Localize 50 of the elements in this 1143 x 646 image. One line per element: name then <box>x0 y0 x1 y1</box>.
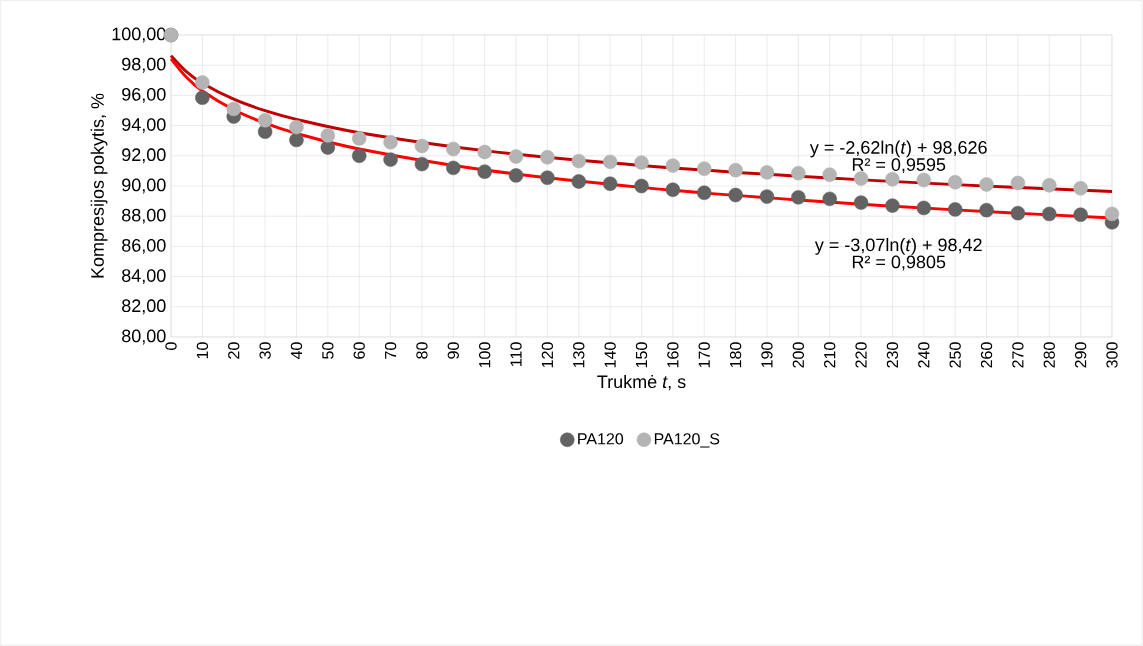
x-tick-label: 40 <box>290 342 303 360</box>
x-tick-label: 290 <box>1074 342 1087 368</box>
x-tick-label: 0 <box>165 342 177 350</box>
y-tick-label: 96,00 <box>122 87 166 103</box>
x-tick-label: 130 <box>573 342 585 368</box>
y-axis-title: Kompresijos pokytis, % <box>90 93 108 278</box>
x-tick-label: 20 <box>228 342 240 359</box>
x-axis-title: Trukmė t, s <box>597 374 686 391</box>
x-tick-label: 60 <box>353 342 365 359</box>
x-tick-label: 300 <box>1106 342 1118 368</box>
y-tick-label: 94,00 <box>122 118 166 134</box>
x-tick-label: 280 <box>1043 342 1055 368</box>
x-tick-label: 230 <box>886 342 899 368</box>
x-tick-label: 260 <box>980 342 993 368</box>
legend-label: PA120_S <box>654 433 720 448</box>
x-tick-label: 270 <box>1012 342 1024 368</box>
annotation: y = -3,07ln(t) + 98,42 <box>814 238 982 255</box>
y-tick-label: 100,00 <box>112 27 166 43</box>
y-tick-label: 92,00 <box>122 148 166 164</box>
x-tick-label: 170 <box>698 342 710 368</box>
x-tick-label: 70 <box>384 342 397 359</box>
x-tick-label: 250 <box>949 342 961 368</box>
x-tick-label: 240 <box>918 342 930 368</box>
x-tick-label: 180 <box>729 342 742 368</box>
x-tick-label: 50 <box>322 342 334 359</box>
x-tick-label: 30 <box>259 342 271 359</box>
x-tick-label: 210 <box>824 342 836 368</box>
x-tick-label: 150 <box>635 342 648 368</box>
x-tick-label: 120 <box>541 342 554 368</box>
x-tick-label: 80 <box>416 342 428 359</box>
y-tick-label: 90,00 <box>122 178 166 194</box>
y-tick-label: 84,00 <box>122 269 166 285</box>
y-tick-label: 88,00 <box>122 208 166 224</box>
y-tick-label: 82,00 <box>122 299 166 315</box>
y-tick-label: 80,00 <box>122 329 166 345</box>
annotation: R² = 0,9805 <box>852 255 946 271</box>
x-tick-label: 190 <box>761 342 773 368</box>
x-tick-label: 90 <box>447 342 459 359</box>
y-tick-label: 98,00 <box>122 57 166 73</box>
x-tick-label: 140 <box>604 342 616 368</box>
x-tick-label: 10 <box>196 342 209 359</box>
x-tick-label: 100 <box>479 342 491 368</box>
y-tick-label: 86,00 <box>122 238 166 254</box>
annotation: R² = 0,9595 <box>852 158 946 174</box>
x-tick-label: 200 <box>792 342 804 368</box>
x-tick-label: 220 <box>855 342 867 368</box>
x-tick-label: 160 <box>667 342 679 368</box>
annotation: y = -2,62ln(t) + 98,626 <box>809 140 987 158</box>
legend-label: PA120 <box>578 433 624 445</box>
x-tick-label: 110 <box>510 342 522 366</box>
